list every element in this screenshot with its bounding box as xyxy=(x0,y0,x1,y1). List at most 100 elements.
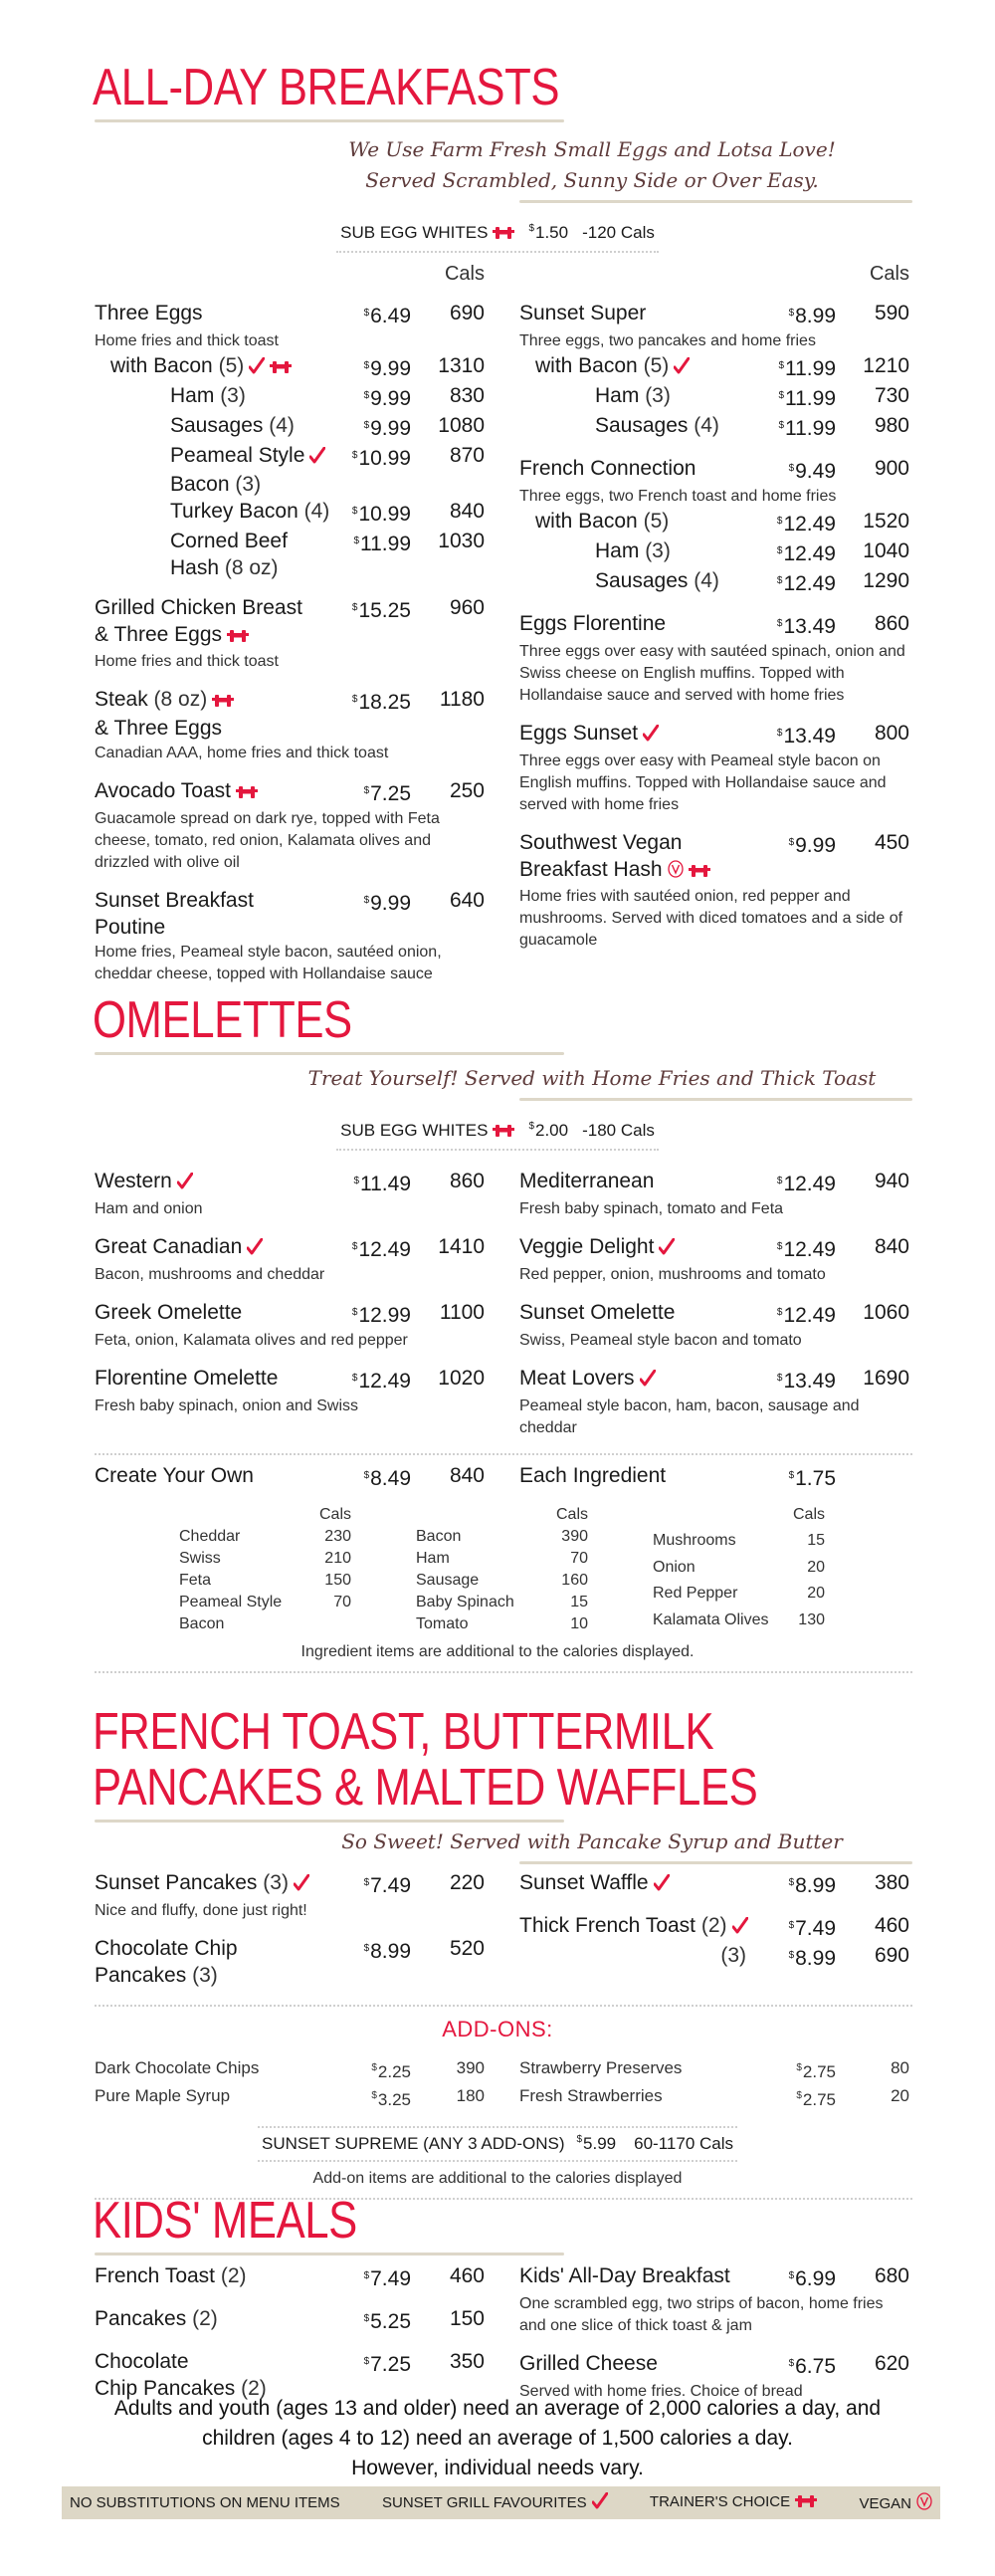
divider xyxy=(95,2005,912,2007)
sub-egg-whites: SUB EGG WHITES $2.00 -180 Cals xyxy=(0,1115,995,1151)
item-name: Greek Omelette xyxy=(95,1301,243,1324)
item-description: Nice and fluffy, done just right! xyxy=(95,1902,307,1919)
item-description: Three eggs over easy with sautéed spinac… xyxy=(519,643,905,704)
trainers-choice-icon xyxy=(227,623,250,650)
menu-item: Three Eggs $6.49 690 Home fries and thic… xyxy=(95,300,485,352)
item-calories: 840 xyxy=(449,500,485,523)
item-name: Create Your Own xyxy=(95,1464,254,1487)
ingredients-note: Ingredient items are additional to the c… xyxy=(300,1643,695,1660)
item-description: One scrambled egg, two strips of bacon, … xyxy=(519,2295,884,2334)
right-column: Mediterranean $12.49 940 Fresh baby spin… xyxy=(519,1155,909,1439)
item-name: Sunset Breakfast xyxy=(95,889,254,912)
create-right: Each Ingredient $1.75 xyxy=(519,1449,909,1492)
item-calories: 1310 xyxy=(438,354,485,377)
menu-item: Turkey Bacon (4) $10.99 840 xyxy=(95,498,485,528)
ingredient-calories: 70 xyxy=(570,1550,588,1567)
tagline-line: Served Scrambled, Sunny Side or Over Eas… xyxy=(365,168,819,192)
item-name: Eggs Sunset xyxy=(519,722,639,745)
item-qualifier: (3) xyxy=(645,384,671,407)
item-name-line2: Chip Pancakes xyxy=(95,2377,236,2400)
legend-trainer: TRAINER'S CHOICE xyxy=(650,2493,818,2512)
menu-item: Greek Omelette $12.99 1100 Feta, onion, … xyxy=(95,1299,485,1352)
sub-price: 2.00 xyxy=(535,1121,569,1140)
item-calories: 800 xyxy=(874,722,909,745)
item-price: $5.25 xyxy=(363,2310,411,2333)
item-qualifier: (4) xyxy=(694,569,719,592)
item-calories: 1040 xyxy=(863,539,909,562)
item-name: Grilled Cheese xyxy=(519,2352,658,2375)
item-calories: 1410 xyxy=(438,1235,485,1258)
item-name: Turkey Bacon xyxy=(170,500,298,523)
item-qualifier: (5) xyxy=(218,354,245,377)
divider xyxy=(95,1453,912,1455)
item-name: Sausages xyxy=(595,414,689,437)
ingredient-table: Cals Cheddar 230 Swiss 210 Feta 150 Peameal Sty… xyxy=(179,1504,995,1635)
item-price: $10.99 xyxy=(351,503,411,526)
vegan-icon xyxy=(667,858,684,885)
item-calories: 620 xyxy=(874,2352,909,2375)
menu-item: with Bacon (5) $12.49 1520 xyxy=(519,508,909,537)
item-price: $7.49 xyxy=(363,1874,411,1897)
item-name: Mediterranean xyxy=(519,1170,655,1192)
sub-cals: -180 Cals xyxy=(582,1121,655,1140)
item-name: Sunset Omelette xyxy=(519,1301,676,1324)
item-price: $9.49 xyxy=(788,460,836,483)
item-description: Peameal style bacon, ham, bacon, sausage… xyxy=(519,1397,860,1436)
favourite-check-icon xyxy=(642,722,660,749)
item-name: Sunset Super xyxy=(519,302,647,324)
item-price: $11.99 xyxy=(778,357,836,380)
menu-item: Veggie Delight $12.49 840 Red pepper, on… xyxy=(519,1233,909,1286)
menu-item: Southwest Vegan Breakfast Hash $9.99 450 … xyxy=(519,829,909,952)
item-name: Chocolate xyxy=(95,2350,189,2373)
item-description: Three eggs, two pancakes and home fries xyxy=(519,332,816,349)
item-list: Sunset Super $8.99 590 Three eggs, two p… xyxy=(519,300,909,952)
item-calories: 1020 xyxy=(438,1367,485,1390)
item-qualifier: (5) xyxy=(643,354,670,377)
item-price: $7.49 xyxy=(363,2267,411,2290)
addon-calories: 20 xyxy=(891,2086,909,2105)
item-name: Three Eggs xyxy=(95,302,203,324)
sub-label: SUB EGG WHITES xyxy=(340,223,489,242)
divider xyxy=(95,1671,912,1673)
item-name: with Bacon xyxy=(110,354,213,377)
item-name: Avocado Toast xyxy=(95,779,231,802)
item-price: $12.49 xyxy=(776,542,836,565)
addon-calories: 80 xyxy=(891,2058,909,2077)
item-price: $8.99 xyxy=(788,1874,836,1897)
ingredient-name: Bacon xyxy=(416,1528,462,1545)
addon-calories: 390 xyxy=(456,2058,485,2077)
item-price: $9.99 xyxy=(363,357,411,380)
item-name: with Bacon xyxy=(535,354,638,377)
ingredient-name: Mushrooms xyxy=(653,1532,736,1550)
item-name: Sausages xyxy=(170,414,264,437)
sweets-section: FRENCH TOAST, BUTTERMILK PANCAKES & MALT… xyxy=(0,1704,995,2200)
item-calories: 1030 xyxy=(438,530,485,552)
menu-item: Ham (3) $12.49 1040 xyxy=(519,537,909,567)
menu-item: Mediterranean $12.49 940 Fresh baby spin… xyxy=(519,1168,909,1220)
item-name-line2: Hash xyxy=(170,556,220,579)
ingredient-name: Swiss xyxy=(179,1550,221,1567)
divider xyxy=(95,2198,912,2200)
item-calories: 1080 xyxy=(438,414,485,437)
ingredient-calories: 160 xyxy=(561,1572,588,1589)
right-column: Kids' All-Day Breakfast $6.99 680 One sc… xyxy=(519,2250,909,2403)
trainers-choice-icon xyxy=(270,354,293,381)
item-name: French Toast xyxy=(95,2264,216,2287)
menu-item: Chocolate Chip Pancakes (2) $7.25 350 xyxy=(95,2348,485,2402)
item-price: $9.99 xyxy=(363,892,411,915)
ingredient-calories: 390 xyxy=(561,1528,588,1545)
item-name-line2: Bacon xyxy=(170,473,230,496)
create-left: Create Your Own $8.49 840 xyxy=(95,1449,485,1492)
tagline-line: We Use Farm Fresh Small Eggs and Lotsa L… xyxy=(348,137,836,161)
item-qualifier: (8 oz) xyxy=(153,688,208,711)
item-name: Eggs Florentine xyxy=(519,612,667,635)
item-price: $12.49 xyxy=(776,1304,836,1327)
item-calories: 640 xyxy=(449,889,485,912)
omelettes-section: OMELETTES Treat Yourself! Served with Ho… xyxy=(0,992,995,1673)
item-qualifier: (2) xyxy=(241,2377,267,2400)
cals-header: Cals xyxy=(555,1506,588,1523)
ingredient-calories: 230 xyxy=(324,1528,351,1545)
legend-bar: NO SUBSTITUTIONS ON MENU ITEMS SUNSET GR… xyxy=(62,2486,940,2519)
item-name: Southwest Vegan xyxy=(519,831,683,854)
item-qualifier: (3) xyxy=(192,1964,218,1987)
